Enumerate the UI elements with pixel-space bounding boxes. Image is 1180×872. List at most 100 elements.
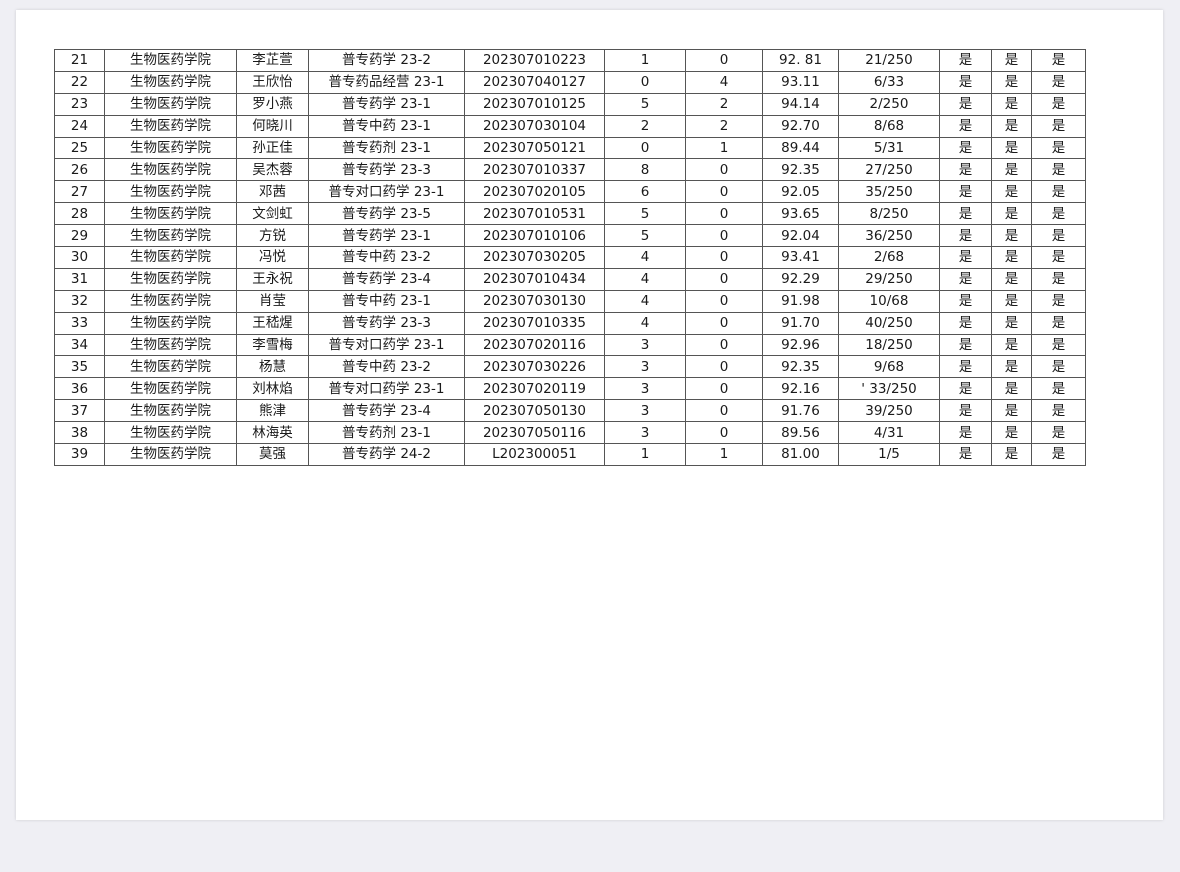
cell-class: 普专药剂 23-1 (308, 136, 465, 160)
cell-class: 普专药学 23-5 (308, 202, 465, 226)
cell-index: 25 (54, 136, 105, 160)
cell-flag-2: 是 (991, 246, 1032, 269)
cell-score: 92.35 (762, 158, 839, 182)
cell-flag-3: 是 (1031, 443, 1086, 466)
cell-count-a: 1 (604, 443, 686, 466)
cell-student-id: 202307010125 (464, 92, 605, 116)
cell-count-a: 3 (604, 377, 686, 401)
cell-flag-3: 是 (1031, 311, 1086, 335)
cell-rank: 10/68 (838, 289, 940, 313)
cell-rank: 8/68 (838, 114, 940, 138)
cell-rank: 27/250 (838, 158, 940, 182)
cell-flag-1: 是 (939, 377, 992, 401)
cell-flag-1: 是 (939, 443, 992, 466)
cell-class: 普专药学 23-1 (308, 92, 465, 116)
cell-count-a: 3 (604, 355, 686, 379)
cell-index: 30 (54, 246, 105, 269)
cell-flag-1: 是 (939, 202, 992, 226)
cell-college: 生物医药学院 (104, 246, 237, 269)
cell-flag-3: 是 (1031, 333, 1086, 357)
cell-student-id: 202307030130 (464, 289, 605, 313)
cell-flag-1: 是 (939, 158, 992, 182)
cell-name: 王欣怡 (236, 70, 309, 94)
table-row: 27 生物医药学院 邓茜 普专对口药学 23-1 202307020105 6 0 92.05… (54, 180, 1086, 204)
cell-rank: 8/250 (838, 202, 940, 226)
cell-count-a: 5 (604, 92, 686, 116)
cell-flag-3: 是 (1031, 180, 1086, 204)
cell-name: 李芷萱 (236, 49, 309, 72)
cell-class: 普专中药 23-2 (308, 246, 465, 269)
table-row: 31 生物医药学院 王永祝 普专药学 23-4 202307010434 4 0 92.29 2… (54, 267, 1086, 291)
cell-flag-2: 是 (991, 224, 1032, 248)
cell-name: 文剑虹 (236, 202, 309, 226)
cell-flag-3: 是 (1031, 377, 1086, 401)
cell-count-a: 5 (604, 224, 686, 248)
cell-score: 89.56 (762, 421, 839, 445)
cell-flag-1: 是 (939, 399, 992, 423)
cell-name: 何晓川 (236, 114, 309, 138)
cell-flag-1: 是 (939, 114, 992, 138)
cell-student-id: 202307040127 (464, 70, 605, 94)
cell-flag-3: 是 (1031, 202, 1086, 226)
cell-student-id: 202307020116 (464, 333, 605, 357)
cell-flag-1: 是 (939, 70, 992, 94)
cell-student-id: 202307010531 (464, 202, 605, 226)
cell-count-b: 0 (685, 158, 763, 182)
cell-student-id: 202307030226 (464, 355, 605, 379)
cell-index: 22 (54, 70, 105, 94)
cell-name: 罗小燕 (236, 92, 309, 116)
cell-college: 生物医药学院 (104, 443, 237, 466)
cell-college: 生物医药学院 (104, 333, 237, 357)
table-row: 35 生物医药学院 杨慧 普专中药 23-2 202307030226 3 0 92.35 9/… (54, 355, 1086, 379)
cell-index: 29 (54, 224, 105, 248)
cell-rank: 18/250 (838, 333, 940, 357)
table-row: 21 生物医药学院 李芷萱 普专药学 23-2 202307010223 1 0 92. 81… (54, 49, 1086, 72)
cell-score: 92.29 (762, 267, 839, 291)
cell-score: 91.98 (762, 289, 839, 313)
cell-college: 生物医药学院 (104, 399, 237, 423)
cell-class: 普专中药 23-1 (308, 114, 465, 138)
cell-student-id: 202307030205 (464, 246, 605, 269)
cell-flag-2: 是 (991, 399, 1032, 423)
cell-count-b: 0 (685, 311, 763, 335)
cell-score: 92.96 (762, 333, 839, 357)
cell-flag-3: 是 (1031, 224, 1086, 248)
cell-count-b: 0 (685, 377, 763, 401)
cell-flag-3: 是 (1031, 289, 1086, 313)
cell-college: 生物医药学院 (104, 355, 237, 379)
cell-count-a: 3 (604, 421, 686, 445)
cell-index: 23 (54, 92, 105, 116)
cell-count-a: 3 (604, 333, 686, 357)
table-row: 28 生物医药学院 文剑虹 普专药学 23-5 202307010531 5 0 93.65 8… (54, 202, 1086, 226)
cell-rank: 9/68 (838, 355, 940, 379)
cell-count-b: 1 (685, 443, 763, 466)
cell-flag-2: 是 (991, 180, 1032, 204)
cell-flag-2: 是 (991, 267, 1032, 291)
cell-count-a: 2 (604, 114, 686, 138)
cell-score: 93.11 (762, 70, 839, 94)
cell-rank: 40/250 (838, 311, 940, 335)
cell-college: 生物医药学院 (104, 311, 237, 335)
cell-count-b: 0 (685, 202, 763, 226)
cell-student-id: 202307010335 (464, 311, 605, 335)
cell-count-b: 2 (685, 114, 763, 138)
cell-rank: 2/68 (838, 246, 940, 269)
cell-student-id: 202307050121 (464, 136, 605, 160)
cell-index: 31 (54, 267, 105, 291)
cell-name: 方锐 (236, 224, 309, 248)
cell-class: 普专药品经营 23-1 (308, 70, 465, 94)
cell-college: 生物医药学院 (104, 180, 237, 204)
cell-flag-1: 是 (939, 421, 992, 445)
cell-flag-2: 是 (991, 377, 1032, 401)
cell-flag-2: 是 (991, 202, 1032, 226)
cell-index: 34 (54, 333, 105, 357)
cell-rank: 6/33 (838, 70, 940, 94)
cell-flag-3: 是 (1031, 267, 1086, 291)
cell-score: 92.05 (762, 180, 839, 204)
cell-college: 生物医药学院 (104, 202, 237, 226)
cell-index: 32 (54, 289, 105, 313)
cell-index: 35 (54, 355, 105, 379)
cell-index: 21 (54, 49, 105, 72)
cell-flag-1: 是 (939, 311, 992, 335)
cell-flag-1: 是 (939, 246, 992, 269)
